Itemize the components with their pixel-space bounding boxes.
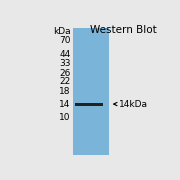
Text: 14: 14 bbox=[59, 100, 71, 109]
Text: 33: 33 bbox=[59, 59, 71, 68]
Text: kDa: kDa bbox=[53, 27, 71, 36]
Bar bbox=[75, 103, 103, 106]
Text: Western Blot: Western Blot bbox=[90, 25, 156, 35]
Text: 10: 10 bbox=[59, 113, 71, 122]
Text: 70: 70 bbox=[59, 36, 71, 45]
Text: 26: 26 bbox=[59, 69, 71, 78]
Text: 22: 22 bbox=[59, 77, 71, 86]
Text: 44: 44 bbox=[59, 50, 71, 59]
Text: 18: 18 bbox=[59, 87, 71, 96]
Bar bbox=[73, 28, 109, 155]
Text: 14kDa: 14kDa bbox=[120, 100, 148, 109]
